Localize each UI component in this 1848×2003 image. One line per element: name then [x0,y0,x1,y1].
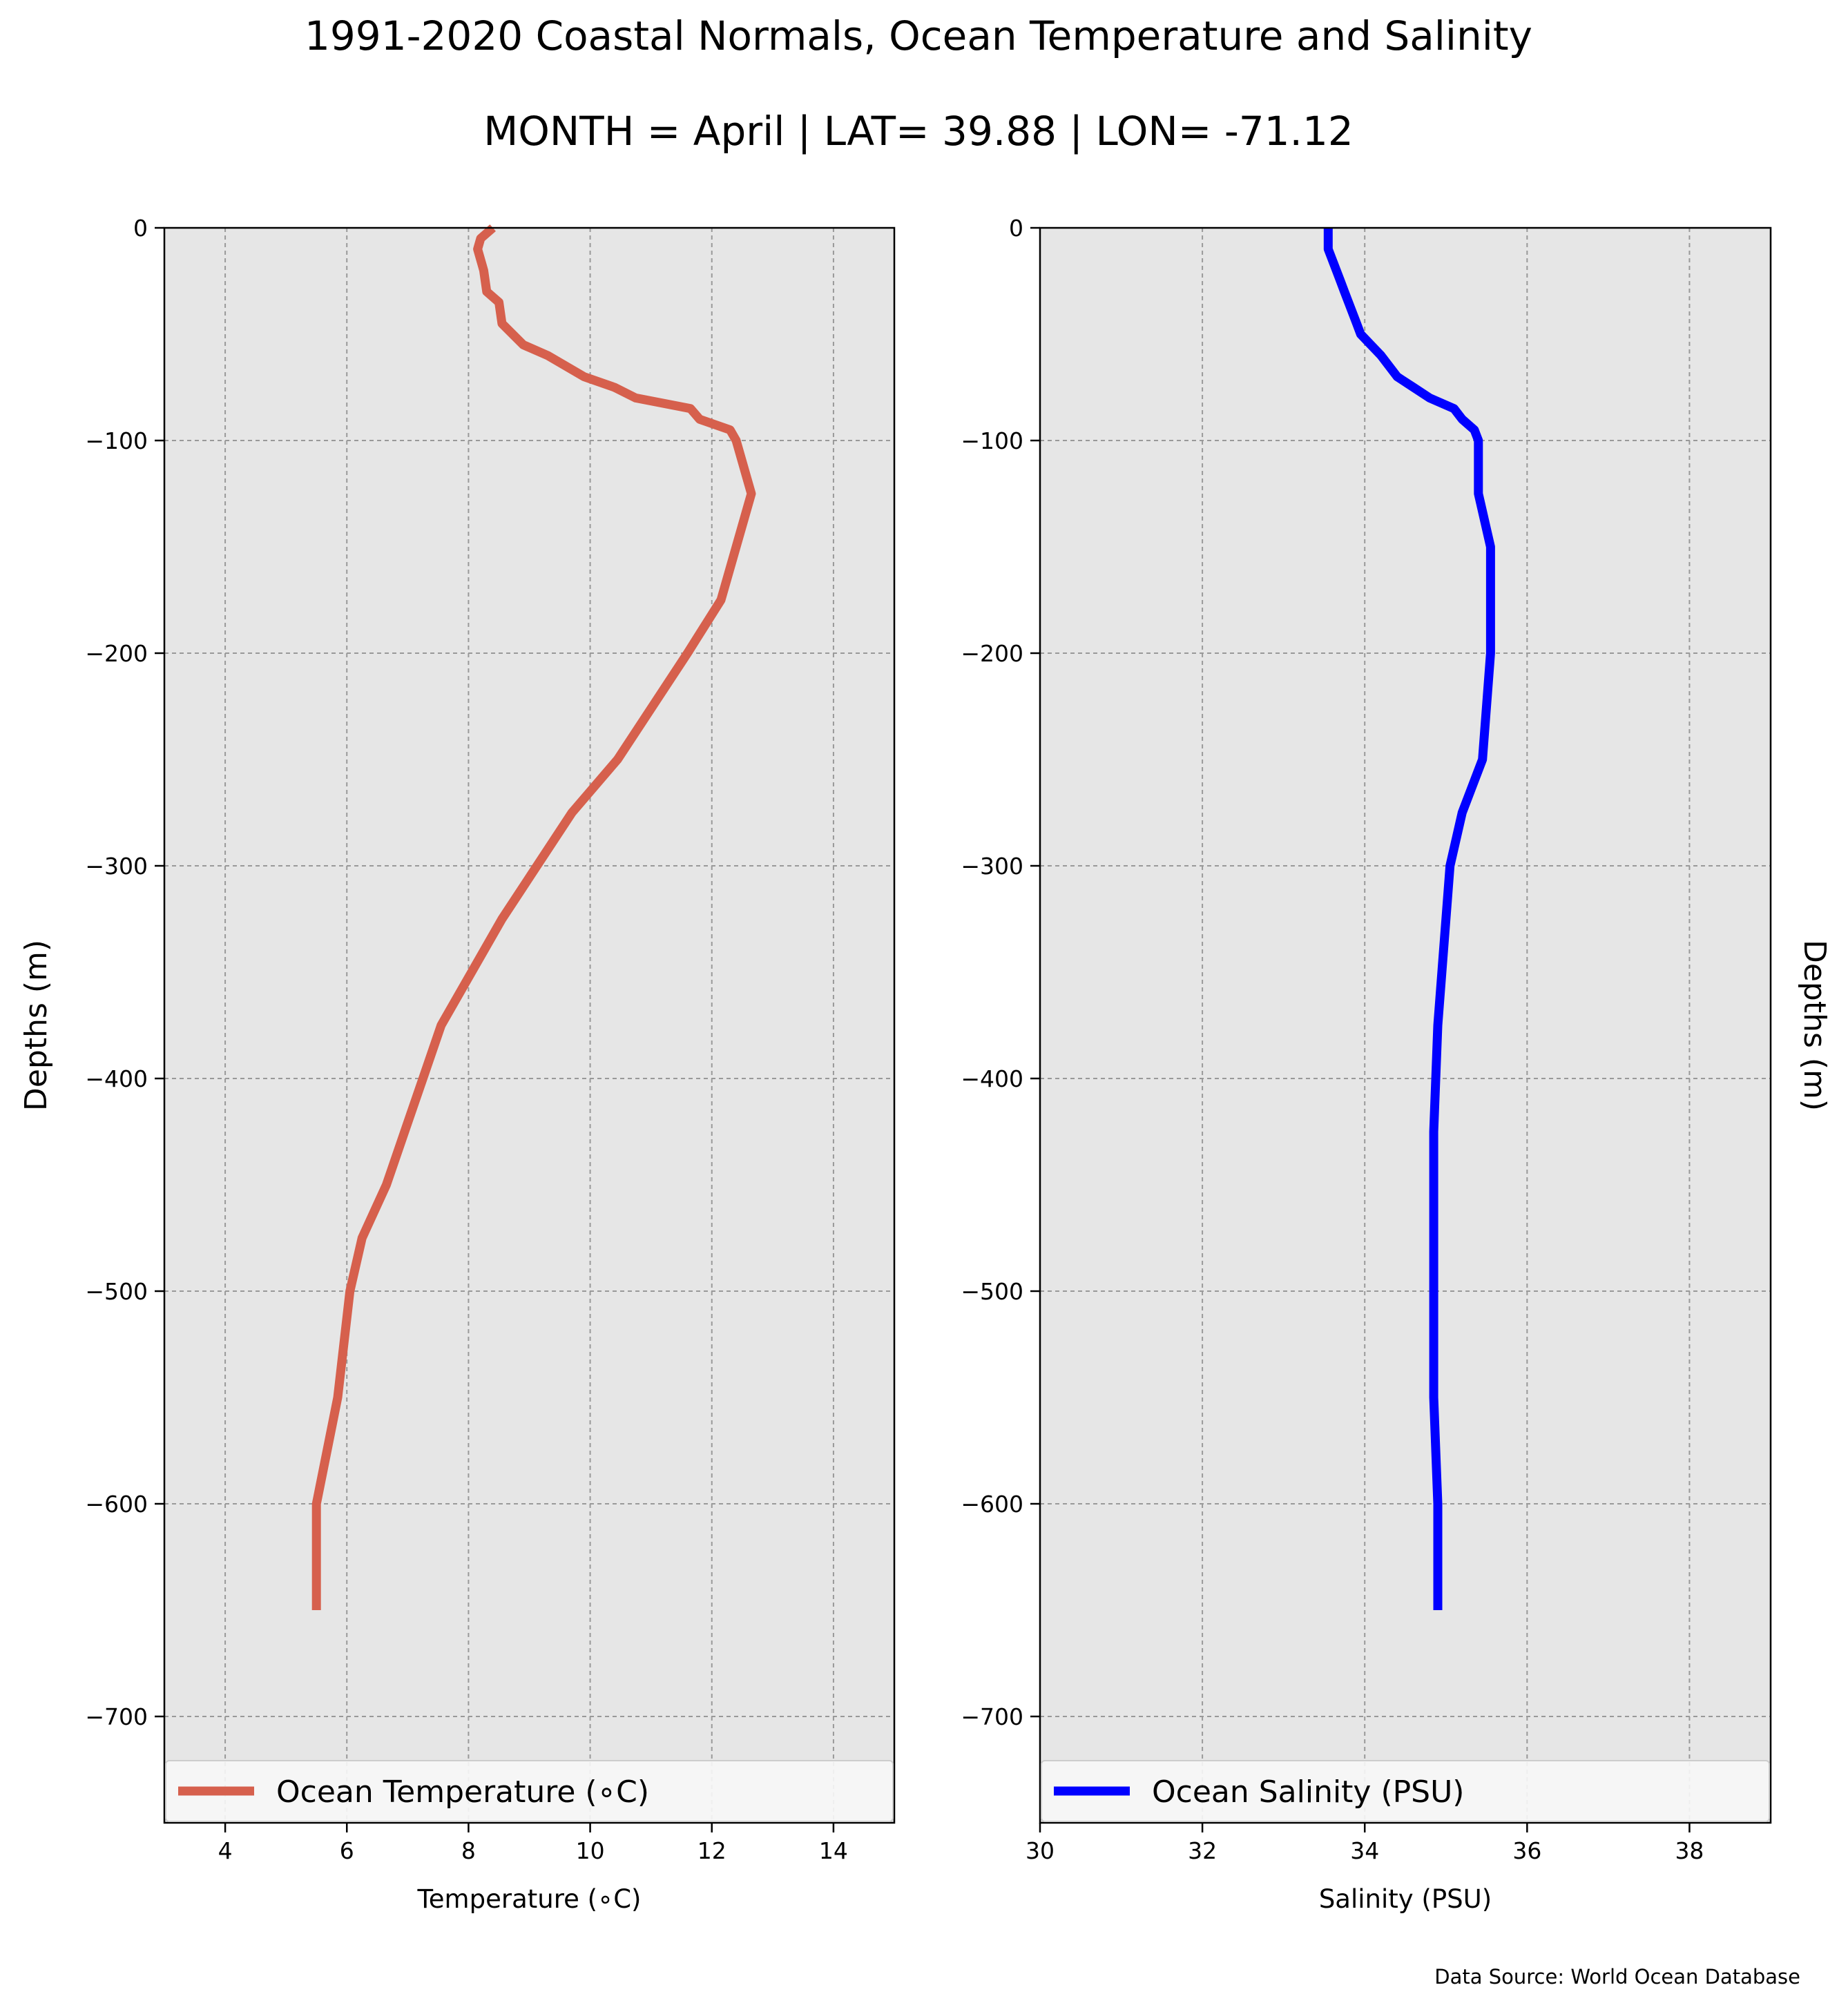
temperature-plot-area [164,228,894,1823]
temperature-x-tick-label: 12 [697,1837,726,1864]
temperature-y-tick-label: −500 [85,1278,148,1305]
salinity-y-tick-label: −400 [961,1065,1023,1092]
salinity-y-tick-label: −300 [961,853,1023,880]
temperature-x-tick-label: 14 [819,1837,848,1864]
temperature-series-line [311,224,756,1610]
temperature-legend-box [165,1760,894,1822]
salinity-legend-label: Ocean Salinity (PSU) [1152,1774,1464,1810]
temperature-legend-label: Ocean Temperature (∘C) [276,1774,649,1810]
temperature-y-tick-label: −700 [85,1703,148,1730]
temperature-y-tick-label: −100 [85,427,148,454]
temperature-axes-frame [163,226,896,1824]
salinity-y-tick-label: 0 [1009,215,1023,242]
salinity-legend: Ocean Salinity (PSU) [1041,1760,1770,1822]
temperature-y-axis-label: Depths (m) [19,940,54,1111]
temperature-x-tick-label: 6 [340,1837,354,1864]
temperature-x-axis-label: Temperature (∘C) [416,1884,641,1914]
temperature-y-tick-label: −300 [85,853,148,880]
salinity-y-tick-label: −600 [961,1491,1023,1518]
temperature-x-tick-label: 10 [576,1837,605,1864]
salinity-x-tick-label: 34 [1350,1837,1379,1864]
salinity-x-tick-label: 30 [1026,1837,1055,1864]
salinity-legend-box [1041,1760,1770,1822]
salinity-x-tick-label: 38 [1675,1837,1704,1864]
temperature-x-tick-label: 8 [461,1837,476,1864]
data-source-note: Data Source: World Ocean Database [1434,1965,1800,1989]
temperature-y-tick-label: −600 [85,1491,148,1518]
figure-subtitle: MONTH = April | LAT= 39.88 | LON= -71.12 [483,108,1354,155]
salinity-x-tick-label: 32 [1188,1837,1217,1864]
salinity-y-tick-label: −700 [961,1703,1023,1730]
temperature-y-tick-label: −200 [85,640,148,667]
salinity-y-tick-label: −100 [961,427,1023,454]
salinity-series-line [1323,228,1495,1610]
salinity-plot-area [1040,228,1771,1823]
salinity-y-tick-label: −200 [961,640,1023,667]
figure-title: 1991-2020 Coastal Normals, Ocean Tempera… [305,12,1532,59]
salinity-x-tick-label: 36 [1512,1837,1541,1864]
temperature-x-tick-label: 4 [218,1837,233,1864]
salinity-x-axis-label: Salinity (PSU) [1319,1884,1492,1914]
salinity-axes-frame [1039,226,1772,1824]
salinity-panel: 0 −100 −200 −300 −400 −500 −600 −700 30 32 34 36 38 S… [961,215,1832,1914]
temperature-legend: Ocean Temperature (∘C) [165,1760,894,1822]
temperature-panel: 0 −100 −200 −300 −400 −500 −600 −700 4 6 8 10 12 14 Te… [19,215,896,1914]
temperature-y-tick-label: −400 [85,1065,148,1092]
salinity-y-tick-label: −500 [961,1278,1023,1305]
salinity-y-axis-label: Depths (m) [1797,940,1832,1111]
chart-panels: 0 −100 −200 −300 −400 −500 −600 −700 4 6 8 10 12 14 Te… [19,215,1832,1914]
temperature-y-tick-label: 0 [133,215,148,242]
